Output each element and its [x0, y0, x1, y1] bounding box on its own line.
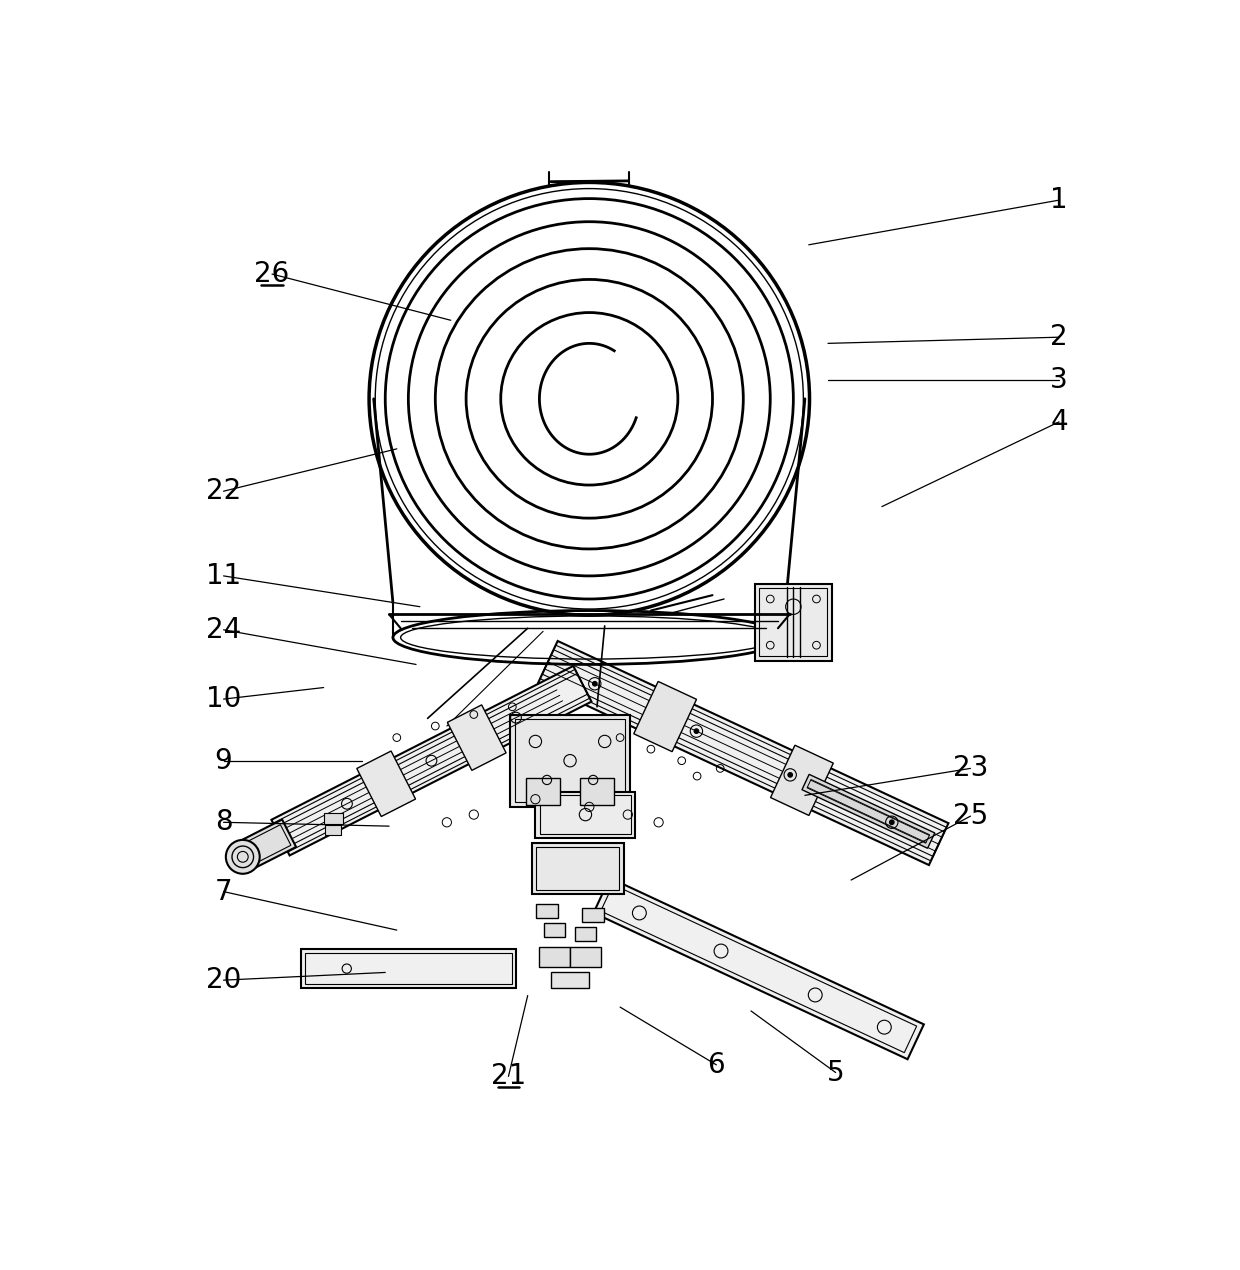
Polygon shape: [272, 665, 591, 856]
Polygon shape: [770, 745, 833, 815]
Polygon shape: [544, 923, 565, 937]
Polygon shape: [532, 843, 624, 894]
Text: 25: 25: [952, 803, 988, 831]
Polygon shape: [448, 705, 506, 771]
Circle shape: [694, 729, 698, 734]
Text: 23: 23: [952, 754, 988, 782]
Text: 8: 8: [215, 808, 232, 837]
Text: 7: 7: [215, 878, 232, 906]
Polygon shape: [526, 779, 560, 805]
Polygon shape: [238, 819, 296, 870]
Polygon shape: [551, 973, 589, 988]
Text: 10: 10: [206, 685, 242, 712]
Polygon shape: [325, 826, 341, 834]
Text: 9: 9: [215, 747, 232, 775]
Circle shape: [593, 682, 598, 686]
Polygon shape: [357, 751, 415, 817]
Text: 3: 3: [1050, 366, 1068, 394]
Circle shape: [889, 820, 894, 824]
Polygon shape: [324, 813, 342, 824]
Text: 6: 6: [708, 1050, 725, 1078]
Text: 20: 20: [206, 966, 242, 994]
Polygon shape: [574, 927, 596, 941]
Polygon shape: [536, 904, 558, 918]
Text: 2: 2: [1050, 323, 1068, 352]
Polygon shape: [755, 584, 832, 660]
Polygon shape: [539, 947, 570, 966]
Polygon shape: [570, 947, 601, 966]
Circle shape: [226, 839, 259, 874]
Polygon shape: [536, 791, 635, 838]
Polygon shape: [300, 950, 516, 988]
Text: 21: 21: [491, 1063, 526, 1091]
Polygon shape: [579, 779, 614, 805]
Polygon shape: [538, 641, 949, 865]
Polygon shape: [802, 775, 935, 848]
Text: 5: 5: [827, 1059, 844, 1087]
Polygon shape: [511, 715, 630, 806]
Text: 4: 4: [1050, 408, 1068, 436]
Polygon shape: [583, 908, 604, 922]
Text: 22: 22: [206, 478, 241, 505]
Text: 11: 11: [206, 561, 241, 589]
Polygon shape: [634, 682, 697, 752]
Text: 24: 24: [206, 616, 241, 644]
Text: 1: 1: [1050, 187, 1068, 215]
Polygon shape: [594, 878, 924, 1059]
Text: 26: 26: [254, 260, 290, 288]
Circle shape: [787, 772, 792, 777]
